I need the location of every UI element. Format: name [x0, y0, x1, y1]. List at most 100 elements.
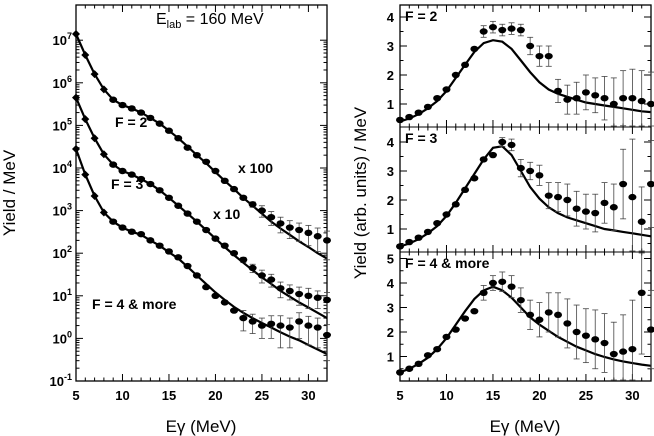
left-data-point-series-3	[118, 167, 127, 175]
right-data-point-f2	[572, 95, 581, 102]
right-x-tick-label: 5	[396, 388, 403, 403]
right-data-point-f2	[470, 45, 479, 53]
left-data-point-series-2	[127, 105, 136, 112]
left-data-point-series-4	[313, 324, 322, 331]
left-data-point-series-4	[267, 320, 276, 328]
left-data-point-series-2	[99, 85, 108, 94]
left-data-point-series-3	[99, 150, 108, 159]
right-y-tick-label: 1	[387, 97, 394, 112]
right-data-point-f4	[628, 345, 637, 353]
right-data-point-f3	[609, 204, 618, 211]
left-y-tick-label: 102	[53, 244, 72, 261]
right-panel: 1 2 3 4 1 2 3 4 1 2 3 4 5 5 10 15 20 25 30 F = 2 F = 3 F …	[351, 4, 654, 436]
right-x-axis-label: Eγ (MeV)	[490, 417, 561, 436]
left-panel-title: Elab = 160 MeV	[156, 11, 264, 31]
left-data-point-series-3	[127, 171, 136, 178]
right-data-point-f4	[591, 336, 600, 343]
right-data-point-f2	[507, 25, 516, 32]
left-data-point-series-2	[313, 233, 322, 240]
left-data-point-series-3	[183, 210, 192, 217]
right-data-point-f4	[600, 339, 609, 347]
right-data-point-f2	[526, 42, 535, 50]
right-data-point-f2	[628, 95, 637, 102]
right-data-point-f3	[647, 180, 654, 188]
left-data-point-series-4	[276, 322, 285, 329]
left-data-point-series-2	[183, 144, 192, 151]
left-plot-frame	[75, 4, 328, 382]
left-data-point-series-3	[295, 290, 304, 298]
left-data-point-series-4	[304, 322, 313, 329]
right-data-point-f4	[433, 345, 442, 353]
left-y-tick-label: 103	[53, 202, 72, 219]
right-data-point-f3	[414, 234, 423, 241]
right-data-point-f2	[581, 89, 590, 96]
right-data-point-f3	[535, 172, 544, 179]
left-data-point-series-4	[137, 230, 146, 238]
left-x-ticks: 5 10 15 20 25 30	[72, 5, 328, 403]
left-data-point-series-2	[220, 177, 229, 185]
right-y-tick-label: 4	[387, 135, 395, 150]
left-data-point-series-4	[174, 254, 183, 261]
right-data-point-f3	[554, 193, 563, 201]
left-panel: 107 106 105 104 103 102 101 100 10-1 5 10 15 20 25 30…	[0, 4, 331, 436]
right-y-tick-label: 4	[387, 276, 395, 291]
right-y-axis-label: Yield (arb. units) / MeV	[351, 106, 370, 279]
left-data-point-series-2	[109, 96, 118, 103]
right-data-point-f3	[637, 218, 646, 225]
left-y-tick-label: 100	[53, 329, 72, 346]
left-data-point-series-4	[127, 228, 136, 235]
left-data-point-series-4	[183, 262, 192, 270]
right-y-tick-label: 2	[387, 68, 394, 83]
left-data-point-series-4	[295, 318, 304, 325]
annotation-f4: F = 4 & more	[92, 296, 177, 312]
right-data-point-f3	[600, 199, 609, 207]
right-data-point-f4	[451, 326, 460, 333]
left-data-point-series-4	[285, 324, 294, 331]
left-data-point-series-2	[248, 201, 257, 208]
right-data-point-f3	[461, 186, 470, 194]
right-data-point-f3	[591, 209, 600, 217]
right-data-point-f2	[405, 113, 414, 121]
right-data-point-f2	[535, 52, 544, 60]
left-data-point-series-3	[230, 250, 239, 257]
right-data-point-f2	[554, 87, 563, 95]
left-data-point-series-3	[220, 242, 229, 249]
left-data-point-series-4	[155, 242, 164, 249]
right-data-point-f4	[470, 307, 479, 315]
left-data-point-series-3	[248, 264, 257, 272]
left-fit-curves	[74, 33, 328, 355]
left-data-point-series-3	[304, 292, 313, 299]
left-data-point-series-4	[81, 170, 90, 179]
left-y-tick-label: 10-1	[50, 372, 72, 389]
right-y-tick-label: 1	[387, 350, 394, 365]
annotation-f3: F = 3	[111, 176, 144, 192]
right-data-point-f4	[488, 279, 497, 287]
left-data-point-series-2	[146, 114, 155, 122]
right-data-point-f4	[405, 365, 414, 372]
left-data-point-series-2	[239, 194, 248, 201]
right-y-tick-label: 2	[387, 325, 394, 340]
right-data-point-f4	[544, 309, 553, 316]
right-data-point-f2	[619, 95, 628, 102]
left-data-point-series-2	[81, 50, 90, 59]
right-data-point-f2	[396, 116, 404, 124]
left-data-point-series-2	[155, 120, 164, 127]
left-data-point-series-2	[230, 185, 239, 193]
left-data-point-series-3	[137, 175, 146, 183]
right-data-point-f4	[572, 328, 581, 336]
right-data-point-f3	[442, 211, 451, 218]
right-data-point-f2	[461, 61, 470, 69]
subplot-title-f3: F = 3	[405, 130, 438, 146]
right-data-point-f4	[526, 311, 535, 319]
left-y-tick-label: 104	[53, 159, 72, 176]
right-y-tick-label: 1	[387, 222, 394, 237]
right-data-point-f3	[581, 208, 590, 215]
right-fit-curve-f4	[399, 285, 652, 374]
right-data-point-f3	[516, 164, 525, 172]
left-data-point-series-2	[267, 213, 276, 221]
right-data-point-f4	[516, 296, 525, 304]
right-data-point-f2	[600, 95, 609, 102]
right-data-point-f3	[451, 201, 460, 208]
left-data-point-series-4	[239, 314, 248, 322]
